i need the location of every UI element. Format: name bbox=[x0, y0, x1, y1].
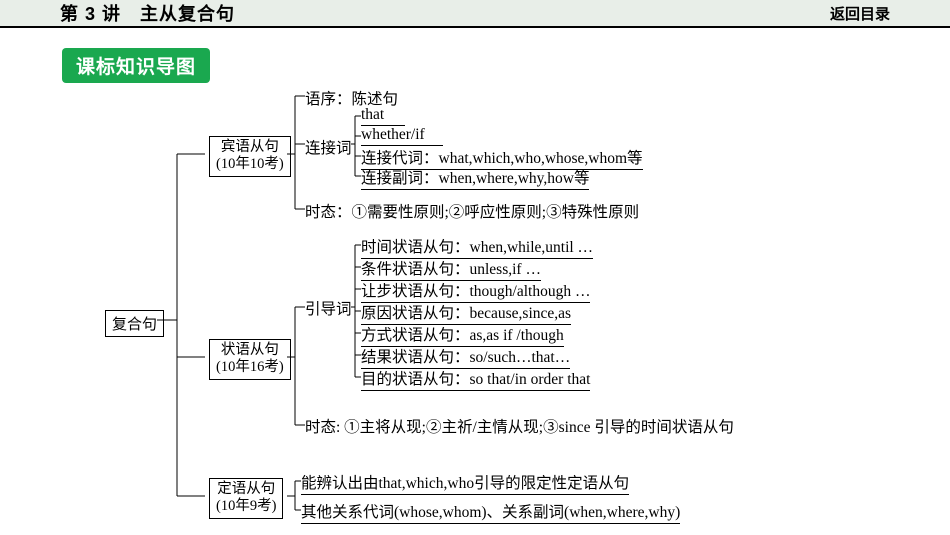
adv-a5: 方式状语从句：as,as if /though bbox=[361, 323, 564, 347]
adv-a4: 原因状语从句：because,since,as bbox=[361, 301, 571, 325]
section-badge: 课标知识导图 bbox=[62, 48, 210, 83]
return-link[interactable]: 返回目录 bbox=[830, 3, 890, 24]
adv-a3: 让步状语从句：though/although … bbox=[361, 279, 590, 303]
mindmap-diagram: 复合句 宾语从句 (10年10考) 状语从句 (10年16考) 定语从句 (10… bbox=[105, 82, 935, 527]
attr-r1: 能辨认出由that,which,who引导的限定性定语从句 bbox=[301, 471, 629, 495]
adv-a1: 时间状语从句：when,while,until … bbox=[361, 235, 593, 259]
adv-a6: 结果状语从句：so/such…that… bbox=[361, 345, 570, 369]
adv-a2: 条件状语从句：unless,if … bbox=[361, 257, 541, 281]
bracket-attr bbox=[105, 82, 325, 532]
attr-r2: 其他关系代词(whose,whom)、关系副词(when,where,why) bbox=[301, 500, 680, 524]
obj-c4: 连接副词：when,where,why,how等 bbox=[361, 166, 589, 190]
adv-a7: 目的状语从句：so that/in order that bbox=[361, 367, 590, 391]
page-title: 第 3 讲 主从复合句 bbox=[60, 0, 235, 26]
